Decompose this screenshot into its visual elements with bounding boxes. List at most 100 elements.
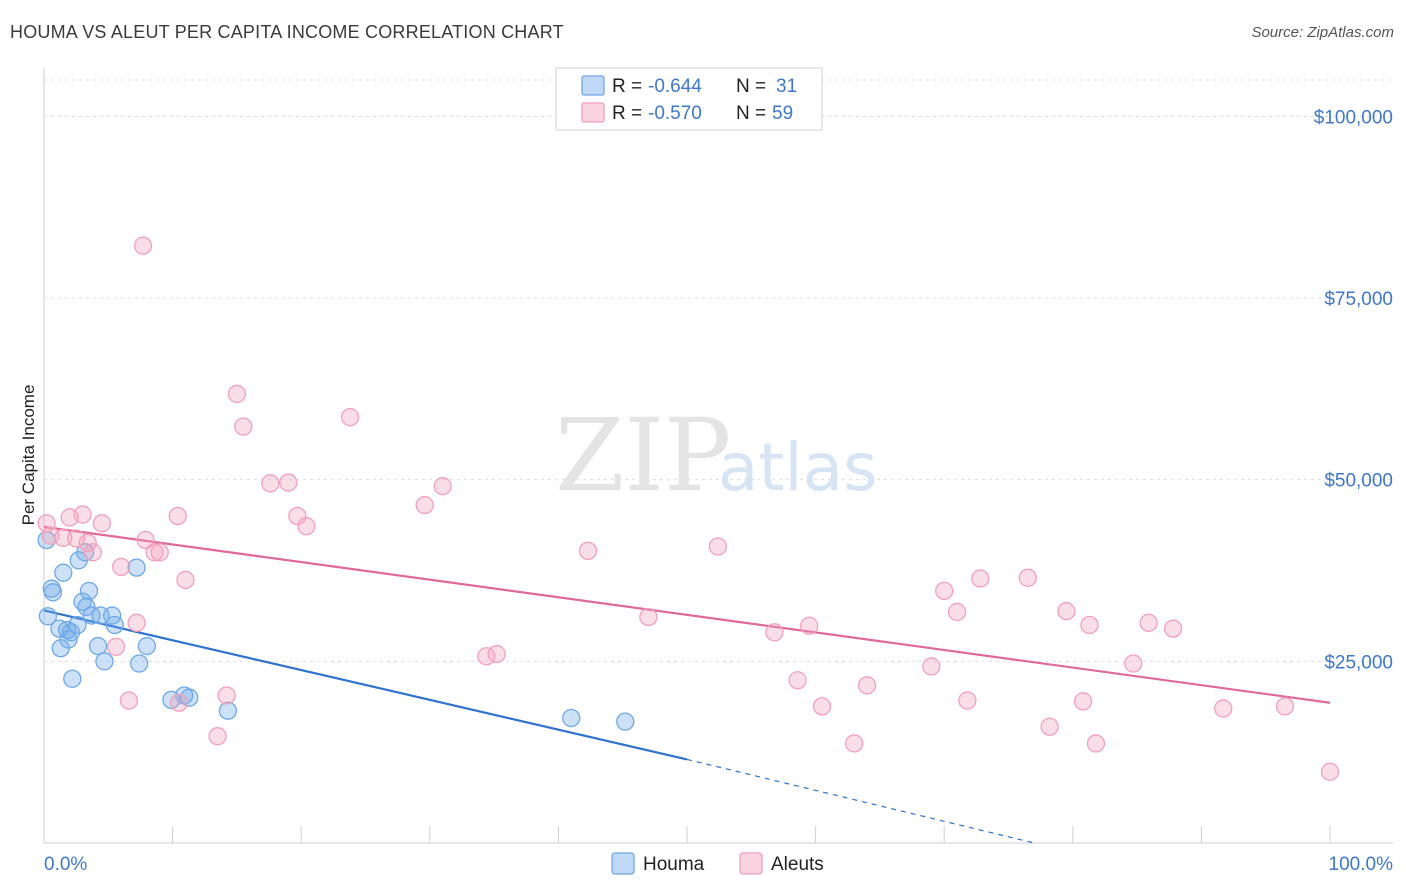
watermark-zip: ZIP (555, 397, 731, 514)
data-point (616, 712, 635, 731)
data-point (59, 630, 78, 649)
legend-n-value: 31 (776, 76, 797, 97)
series-houma (37, 530, 635, 731)
data-point (68, 615, 87, 635)
data-point (1139, 613, 1158, 632)
data-point (176, 570, 195, 590)
legend-swatch-houma (611, 852, 635, 875)
data-point (971, 569, 990, 588)
data-point (234, 417, 253, 436)
data-point (119, 691, 139, 710)
data-points (37, 236, 1340, 781)
data-point (1057, 602, 1076, 621)
data-point (1080, 615, 1099, 635)
x-tick-label: 0.0% (44, 854, 87, 875)
data-point (130, 654, 149, 673)
x-tick-label: 100.0% (1329, 854, 1394, 875)
data-point (180, 688, 199, 707)
data-point (78, 533, 97, 553)
data-point (150, 543, 169, 562)
data-point (73, 505, 92, 524)
data-point (487, 644, 506, 664)
trend-lines (43, 525, 1331, 844)
data-point (1086, 734, 1106, 753)
watermark: ZIP atlas (555, 397, 878, 514)
series-legend: Houma Aleuts (611, 852, 824, 875)
x-tick-labels: 0.0% 100.0% (44, 854, 1393, 875)
data-point (1275, 697, 1295, 716)
data-point (83, 543, 103, 562)
source-label: Source: ZipAtlas.com (1251, 24, 1394, 41)
legend-swatch-aleuts (581, 102, 605, 123)
data-point (63, 669, 82, 688)
data-point (79, 581, 99, 600)
y-tick-label: $75,000 (1324, 289, 1393, 310)
trend-line-extension (686, 758, 1035, 844)
data-point (54, 528, 73, 547)
axes (43, 68, 1393, 844)
data-point (765, 623, 784, 642)
data-point (1018, 568, 1037, 587)
data-point (145, 543, 164, 562)
data-point (1124, 654, 1143, 673)
series-aleuts (37, 236, 1340, 781)
data-point (67, 529, 86, 548)
data-point (935, 581, 954, 600)
legend-n-label: N = (736, 76, 766, 97)
data-point (1163, 619, 1183, 638)
data-point (54, 563, 73, 582)
legend-n-label: N = (736, 103, 766, 124)
data-point (127, 558, 146, 577)
data-point (227, 384, 247, 404)
data-point (812, 697, 832, 716)
legend-r-value: -0.570 (648, 103, 702, 124)
data-point (112, 557, 131, 577)
trend-line-houma (43, 609, 688, 761)
data-point (95, 652, 114, 671)
legend-r-label: R = (612, 103, 642, 124)
data-point (708, 537, 728, 556)
data-point (562, 708, 581, 728)
legend-r-value: -0.644 (648, 76, 702, 97)
chart-title: HOUMA VS ALEUT PER CAPITA INCOME CORRELA… (10, 22, 564, 42)
data-point (1040, 717, 1059, 736)
data-point (261, 474, 280, 493)
data-point (218, 701, 238, 720)
data-point (88, 636, 108, 656)
data-point (639, 607, 658, 627)
data-point (845, 734, 864, 753)
legend-swatch-houma (581, 75, 605, 96)
data-point (922, 657, 941, 676)
stats-legend: R = -0.644 N = 31 R = -0.570 N = 59 (555, 67, 823, 131)
data-point (105, 615, 124, 635)
data-point (1073, 692, 1093, 711)
legend-n-value: 59 (772, 103, 793, 124)
data-point (433, 477, 452, 496)
y-tick-label: $50,000 (1324, 471, 1393, 492)
data-point (857, 676, 877, 695)
data-point (137, 636, 157, 656)
data-point (415, 495, 434, 515)
data-point (61, 623, 81, 642)
gridlines (44, 79, 1393, 662)
y-tick-label: $100,000 (1314, 107, 1393, 128)
data-point (127, 613, 146, 632)
y-tick-label: $25,000 (1324, 652, 1393, 673)
data-point (1214, 699, 1233, 718)
data-point (788, 671, 807, 690)
data-point (106, 637, 126, 656)
data-point (288, 506, 307, 526)
data-point (578, 541, 598, 561)
data-point (947, 602, 967, 622)
data-point (136, 530, 155, 550)
data-point (133, 236, 153, 255)
data-point (217, 686, 236, 705)
watermark-atlas: atlas (718, 429, 878, 506)
data-point (340, 408, 360, 427)
data-point (168, 506, 187, 526)
legend-swatch-aleuts (739, 852, 763, 875)
data-point (169, 693, 189, 712)
trend-line-aleuts (43, 525, 1331, 704)
data-point (1320, 762, 1340, 781)
data-point (43, 583, 63, 602)
